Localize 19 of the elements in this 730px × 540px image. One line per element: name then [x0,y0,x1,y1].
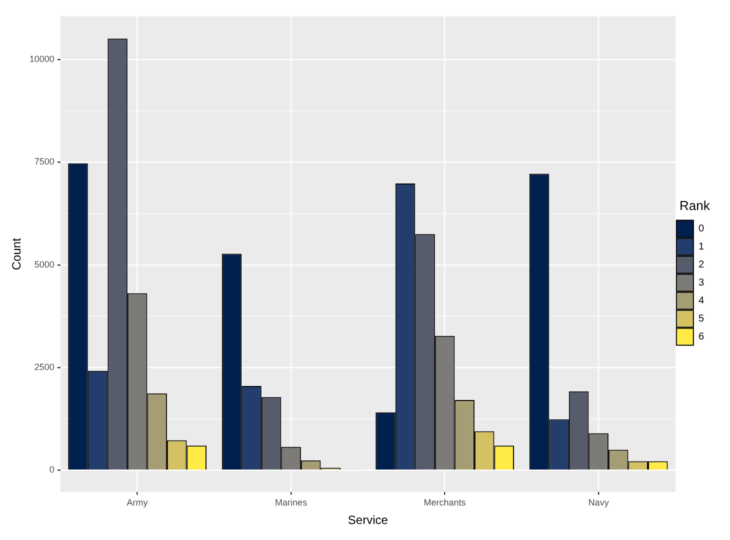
y-tick-label: 10000 [29,54,54,64]
legend-label: 3 [698,278,704,289]
legend-label: 5 [698,314,704,325]
x-tick-label: Army [126,498,148,508]
legend-label: 1 [698,242,704,253]
x-tick-label: Merchants [424,498,466,508]
x-axis-title: Service [348,513,388,528]
x-tick-label: Navy [588,498,610,508]
legend-label: 6 [698,332,704,343]
x-tick-label: Marines [275,498,308,508]
y-tick-label: 0 [49,464,54,475]
y-axis-title: Count [10,237,24,270]
y-tick-label: 2500 [34,362,54,372]
legend-label: 4 [698,296,704,307]
y-tick-label: 7500 [34,156,54,167]
legend-label: 2 [698,260,704,271]
legend-label: 0 [698,224,704,235]
legend-title: Rank [680,198,710,213]
y-tick-label: 5000 [34,259,54,270]
